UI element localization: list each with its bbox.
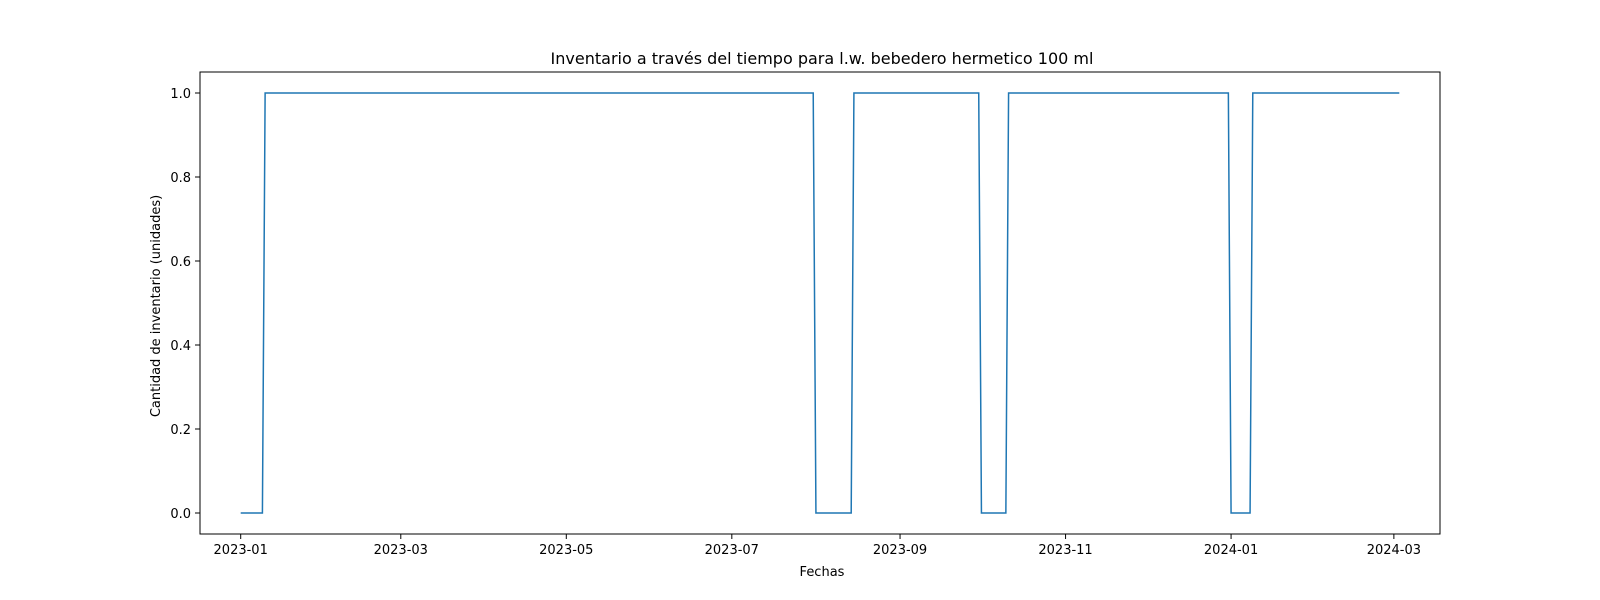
y-tick-label: 0.8 — [170, 171, 191, 186]
y-tick-label: 0.6 — [170, 255, 191, 270]
x-tick-label: 2023-03 — [374, 543, 428, 558]
series-line-0 — [240, 92, 1400, 514]
plot-area: 2023-01 2023-03 2023-05 2023-07 2023-09 2023-… — [170, 71, 1441, 558]
x-tick-label: 2023-11 — [1038, 543, 1092, 558]
y-tick-label: 0.2 — [170, 423, 191, 438]
x-tick-label: 2024-01 — [1204, 543, 1258, 558]
y-tick-label: 0.4 — [170, 339, 191, 354]
y-tick-label: 0.0 — [170, 507, 191, 522]
x-tick-label: 2023-07 — [705, 543, 759, 558]
x-tick-label: 2024-03 — [1367, 543, 1421, 558]
x-tick-label: 2023-09 — [873, 543, 927, 558]
chart-title: Inventario a través del tiempo para l.w.… — [551, 49, 1094, 68]
x-tick-label: 2023-05 — [539, 543, 593, 558]
plot-frame — [199, 71, 1441, 535]
x-axis-label: Fechas — [800, 565, 845, 580]
y-axis-label: Cantidad de inventario (unidades) — [149, 195, 164, 417]
y-tick-label: 1.0 — [170, 87, 191, 102]
x-tick-label: 2023-01 — [214, 543, 268, 558]
